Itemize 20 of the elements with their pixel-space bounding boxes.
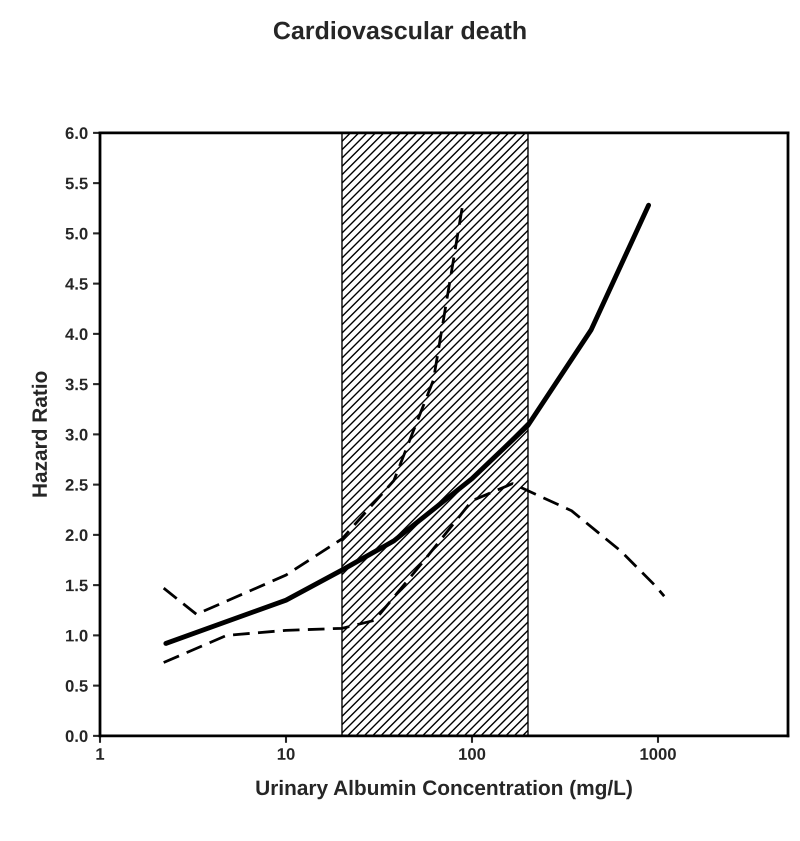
y-tick-label: 1.5: [66, 580, 88, 592]
y-tick-label: 0.0: [66, 730, 88, 742]
x-tick-label: 100: [459, 748, 486, 760]
x-axis-title: Urinary Albumin Concentration (mg/L): [256, 780, 632, 800]
y-tick-label: 4.0: [65, 328, 88, 340]
x-tick-label: 1000: [640, 748, 676, 760]
y-tick-label: 5.5: [66, 178, 88, 190]
y-tick-label: 4.5: [65, 278, 88, 290]
y-tick-label: 5.0: [66, 228, 88, 240]
x-tick-label: 10: [278, 748, 295, 760]
y-axis-title: Hazard Ratio: [32, 372, 48, 497]
y-tick-label: 3.5: [65, 378, 88, 390]
x-tick-label: 1: [96, 748, 104, 760]
y-tick-label: 1.0: [66, 630, 88, 642]
y-tick-label: 3.0: [65, 428, 88, 441]
chart-title: Cardiovascular death: [274, 21, 526, 40]
y-tick-label: 0.5: [66, 680, 88, 692]
y-tick-label: 2.5: [66, 479, 88, 491]
y-tick-label: 2.0: [66, 529, 88, 542]
y-tick-label: 6.0: [66, 127, 88, 140]
